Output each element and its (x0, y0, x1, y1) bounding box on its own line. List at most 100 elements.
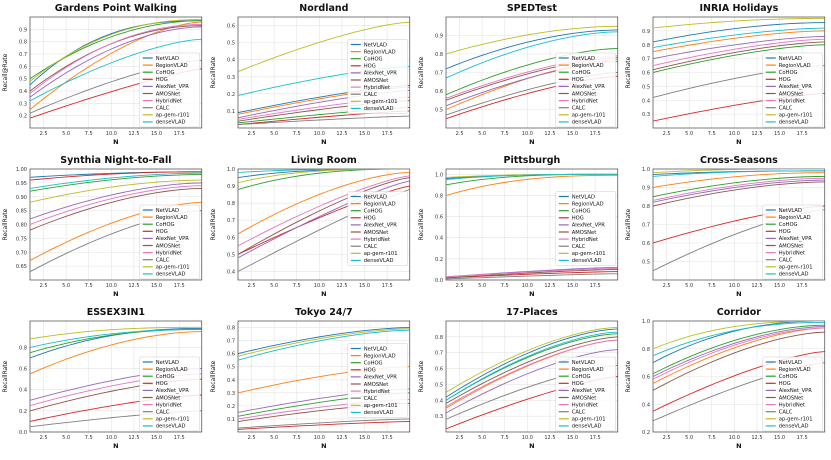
y-tick-label: 0.3 (19, 101, 27, 107)
y-tick-label: 0.85 (16, 209, 27, 215)
series-line-amosnet (445, 268, 618, 279)
legend-entry: NetVLAD (779, 56, 802, 62)
y-tick-label: 0.8 (19, 345, 27, 351)
legend-entry: HybridNet (571, 402, 597, 408)
x-tick-label: 5.0 (478, 131, 486, 137)
y-axis-label: RecallRate (625, 56, 632, 88)
legend-entry: denseVLAD (156, 272, 186, 278)
series-line-ap-gem-r101 (30, 179, 202, 203)
series-line-calc (445, 273, 618, 280)
legend-entry: HybridNet (156, 98, 182, 104)
y-tick-label: 0.9 (227, 184, 235, 190)
legend-box (139, 356, 200, 432)
legend-entry: NetVLAD (364, 42, 387, 48)
legend-entry: HybridNet (779, 98, 805, 104)
legend-entry: HOG (571, 77, 583, 83)
legend-entry: AMOSNet (571, 230, 596, 236)
series-line-ap-gem-r101 (237, 21, 410, 73)
legend-entry: HybridNet (156, 402, 182, 408)
chart-title: ESSEX3IN1 (87, 307, 145, 318)
legend-entry: RegionVLAD (156, 215, 188, 221)
y-tick-label: 0.8 (435, 52, 443, 58)
chart-panel-inria-holidays: INRIA Holidays 0.3 0.4 0.5 0.6 0.7 0.8 0.9 2.5 5.… (623, 0, 831, 152)
legend-entry: HybridNet (571, 237, 597, 243)
x-tick-label: 12.5 (336, 435, 347, 441)
legend-entry: AMOSNet (156, 91, 181, 97)
legend-entry: AMOSNet (779, 243, 804, 249)
legend-entry: ap-gem-r101 (156, 417, 190, 423)
series-line-regionvlad (30, 21, 202, 110)
chart-svg: INRIA Holidays 0.3 0.4 0.5 0.6 0.7 0.8 0.9 2.5 5.… (625, 3, 826, 146)
legend-entry: CoHOG (156, 70, 175, 76)
legend-entry: denseVLAD (364, 106, 394, 112)
x-tick-label: 17.5 (381, 435, 392, 441)
y-axis-label: RecallRate (625, 360, 632, 392)
legend-entry: ap-gem-r101 (156, 265, 190, 271)
x-tick-label: 12.5 (128, 131, 139, 137)
chart-panel-essex3in1: ESSEX3IN1 0.0 0.2 0.4 0.6 0.8 2.5 5.0 7.5 10.0 12.… (0, 304, 208, 456)
chart-svg: Cross-Seasons 0.5 0.6 0.7 0.8 0.9 1.0 2.5 5.0 7.5… (625, 155, 826, 298)
chart-panel-corridor: Corridor 0.2 0.4 0.6 0.8 1.0 2.5 5.0 7.5 10.0 12.5… (623, 304, 831, 456)
legend-entry: HOG (364, 216, 376, 222)
legend-box (762, 356, 824, 432)
legend-entry: CALC (156, 258, 170, 264)
legend-entry: CALC (156, 106, 170, 112)
legend-entry: denseVLAD (779, 272, 809, 278)
legend-entry: RegionVLAD (571, 201, 603, 207)
series-line-ap-gem-r101 (30, 19, 202, 82)
y-tick-label: 0.65 (16, 264, 27, 270)
chart-title: Cross-Seasons (700, 155, 778, 166)
y-tick-label: 0.5 (19, 77, 27, 83)
legend-entry: CALC (571, 410, 585, 416)
x-tick-label: 10.0 (314, 131, 325, 137)
series-line-ap-gem-r101 (445, 326, 618, 393)
y-tick-label: 0.5 (435, 382, 443, 388)
y-tick-label: 0.1 (227, 109, 235, 115)
legend-entry: HOG (779, 381, 791, 387)
legend-entry: AlexNet_VPR (571, 223, 605, 229)
y-axis-label: Recall@Rate (2, 53, 9, 91)
x-tick-label: 7.5 (85, 283, 93, 289)
chart-panel-17-places: 17-Places 0.3 0.4 0.5 0.6 0.7 0.8 2.5 5.0 7.5 10.0… (416, 304, 624, 456)
x-axis-label: N (529, 290, 534, 298)
x-tick-label: 12.5 (752, 283, 763, 289)
y-tick-label: 0.8 (19, 40, 27, 46)
series-line-amosnet (30, 187, 202, 231)
y-tick-label: 0.5 (642, 260, 650, 266)
y-tick-label: 0.6 (642, 71, 650, 77)
legend-box (555, 191, 616, 266)
series-line-hybridnet (653, 177, 825, 201)
chart-svg: Tokyo 24/7 0.1 0.2 0.3 0.4 0.5 0.6 0.7 0.8 2.5 5.0… (210, 307, 410, 450)
series-line-regionvlad (30, 331, 202, 375)
legend-entry: HOG (779, 77, 791, 83)
series-line-regionvlad (445, 174, 618, 196)
legend-entry: AMOSNet (156, 243, 181, 249)
legend-entry: CoHOG (156, 222, 175, 228)
x-tick-label: 5.0 (62, 283, 70, 289)
legend-entry: AlexNet_VPR (364, 71, 398, 77)
legend-entry: AMOSNet (364, 78, 389, 84)
legend-entry: AlexNet_VPR (779, 84, 813, 90)
series-line-cohog (237, 169, 410, 190)
chart-title: Pittsburgh (503, 155, 560, 166)
x-tick-label: 2.5 (663, 131, 671, 137)
series-line-alexnet-vpr (653, 179, 825, 203)
legend-entry: HybridNet (364, 237, 390, 243)
legend-entry: RegionVLAD (364, 49, 396, 55)
legend-entry: CoHOG (364, 209, 383, 215)
y-tick-label: 0.4 (435, 236, 443, 242)
series-line-alexnet-vpr (237, 180, 410, 259)
y-tick-label: 0.6 (19, 64, 27, 70)
x-tick-label: 10.0 (106, 283, 117, 289)
x-tick-label: 10.0 (521, 131, 532, 137)
y-tick-label: 0.8 (435, 193, 443, 199)
legend-entry: AMOSNet (779, 91, 804, 97)
series-line-hog (653, 351, 825, 412)
series-line-alexnet-vpr (445, 349, 618, 414)
x-tick-label: 17.5 (589, 435, 600, 441)
series-line-hybridnet (237, 175, 410, 247)
x-tick-label: 17.5 (797, 131, 808, 137)
series-line-netvlad (445, 29, 618, 70)
legend-entry: CALC (364, 92, 378, 98)
chart-panel-spedtest: SPEDTest 0.5 0.6 0.7 0.8 0.9 2.5 5.0 7.5 10.0 12.5… (416, 0, 624, 152)
